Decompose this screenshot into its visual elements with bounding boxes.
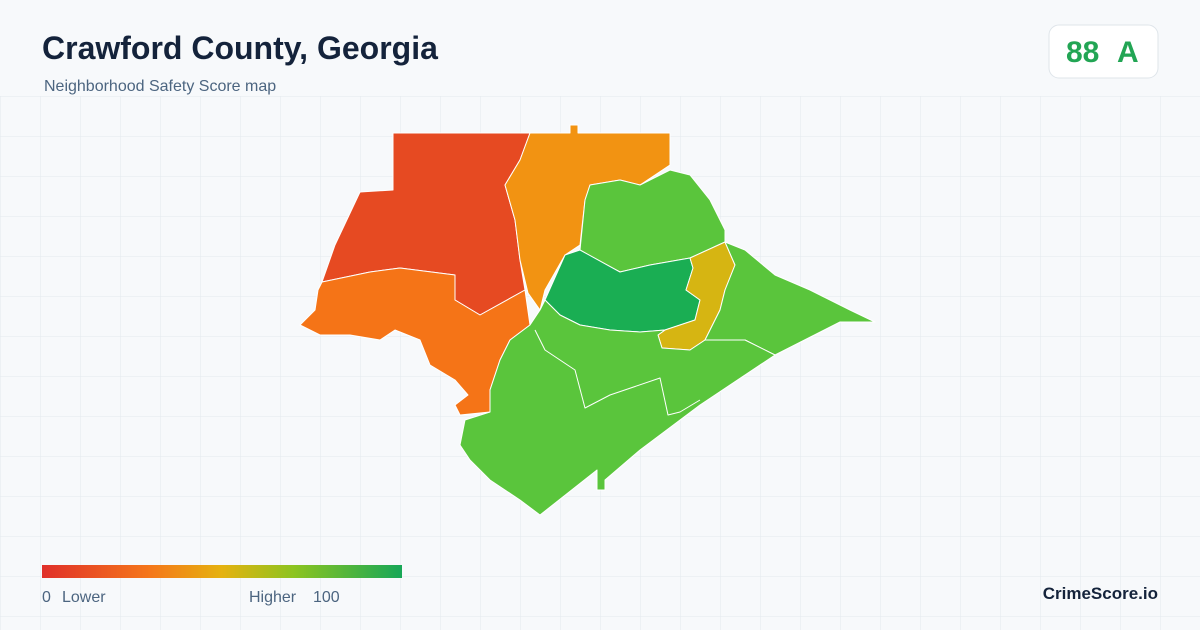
region [704,241,876,356]
subtitle: Neighborhood Safety Score map [44,78,276,95]
region [299,267,531,416]
legend-min-label: Lower [62,589,106,606]
score-value: 88 [1066,36,1099,69]
legend-min: 0 [42,589,51,606]
legend-max-label: Higher [249,589,297,606]
legend-bar [42,565,402,578]
title: Crawford County, Georgia [42,30,438,66]
region [459,299,776,516]
score-grade: A [1117,36,1139,69]
score-badge [1048,24,1159,79]
legend-max: 100 [313,589,340,606]
county-map [299,124,876,516]
brand: CrimeScore.io [1043,584,1158,603]
region-border [534,329,701,416]
